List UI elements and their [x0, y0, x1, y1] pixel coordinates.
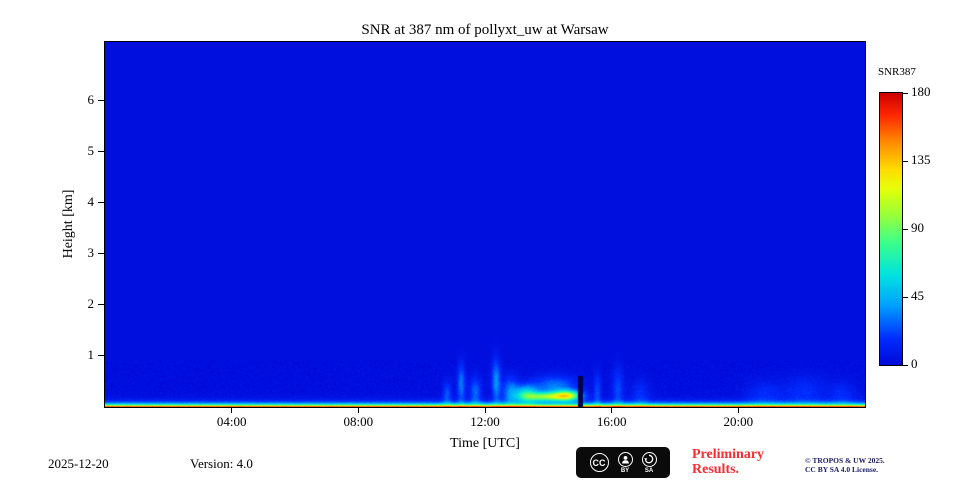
y-tick-label: 6 [87, 91, 95, 107]
colorbar-tick-mark [903, 296, 908, 298]
person-icon [617, 451, 633, 467]
plot-title: SNR at 387 nm of pollyxt_uw at Warsaw [361, 22, 609, 38]
y-tick-label: 4 [87, 193, 95, 209]
preliminary-line1: Preliminary [692, 447, 765, 462]
preliminary-line2: Results. [692, 462, 740, 477]
colorbar-tick-mark [903, 228, 908, 230]
cc-license-badge: CC BY SA [576, 447, 670, 478]
copyright-line2: CC BY SA 4.0 License. [805, 465, 879, 474]
y-tick-mark [98, 253, 104, 255]
x-tick-label: 20:00 [723, 414, 754, 429]
colorbar-gradient-canvas [880, 93, 902, 365]
colorbar-tick-mark [903, 364, 908, 366]
x-tick-mark [737, 408, 739, 413]
x-tick-mark [484, 408, 486, 413]
y-tick-label: 2 [87, 295, 95, 311]
heatmap-plot-area [104, 41, 866, 408]
colorbar-tick-mark [903, 160, 908, 162]
copyright-line1: © TROPOS & UW 2025. [805, 456, 885, 465]
cc-icon: CC [589, 453, 609, 472]
x-tick-label: 08:00 [343, 414, 374, 429]
date-label: 2025-12-20 [48, 456, 109, 471]
colorbar-label: SNR387 [878, 66, 916, 78]
x-tick-label: 04:00 [216, 414, 247, 429]
y-tick-mark [98, 100, 104, 102]
x-tick-label: 12:00 [470, 414, 500, 429]
preliminary-results-label: Preliminary Results. [692, 447, 764, 477]
version-label: Version: 4.0 [190, 456, 253, 471]
x-axis-label: Time [UTC] [450, 436, 520, 451]
cc-by-group: BY [617, 451, 633, 474]
colorbar-tick-label: 180 [911, 84, 931, 99]
cc-by-label: BY [620, 467, 630, 474]
x-tick-mark [231, 408, 233, 413]
y-tick-label: 3 [87, 244, 95, 260]
colorbar-tick-label: 45 [911, 288, 924, 303]
colorbar-tick-mark [903, 92, 908, 94]
y-tick-mark [98, 355, 104, 357]
y-tick-label: 5 [87, 142, 95, 158]
copyright-label: © TROPOS & UW 2025. CC BY SA 4.0 License… [805, 456, 885, 474]
colorbar-tick-label: 0 [911, 356, 918, 371]
y-tick-mark [98, 202, 104, 204]
colorbar-tick-label: 135 [911, 152, 931, 167]
colorbar [879, 92, 903, 366]
y-tick-mark [98, 304, 104, 306]
cc-sa-group: SA [641, 451, 657, 474]
colorbar-tick-label: 90 [911, 220, 924, 235]
share-alike-arrow-icon [641, 451, 657, 467]
x-tick-label: 16:00 [596, 414, 627, 429]
y-tick-mark [98, 151, 104, 153]
x-tick-mark [611, 408, 613, 413]
cc-sa-label: SA [644, 467, 654, 474]
y-tick-label: 1 [87, 346, 95, 362]
snr-heatmap-canvas [105, 42, 865, 407]
x-tick-mark [357, 408, 359, 413]
